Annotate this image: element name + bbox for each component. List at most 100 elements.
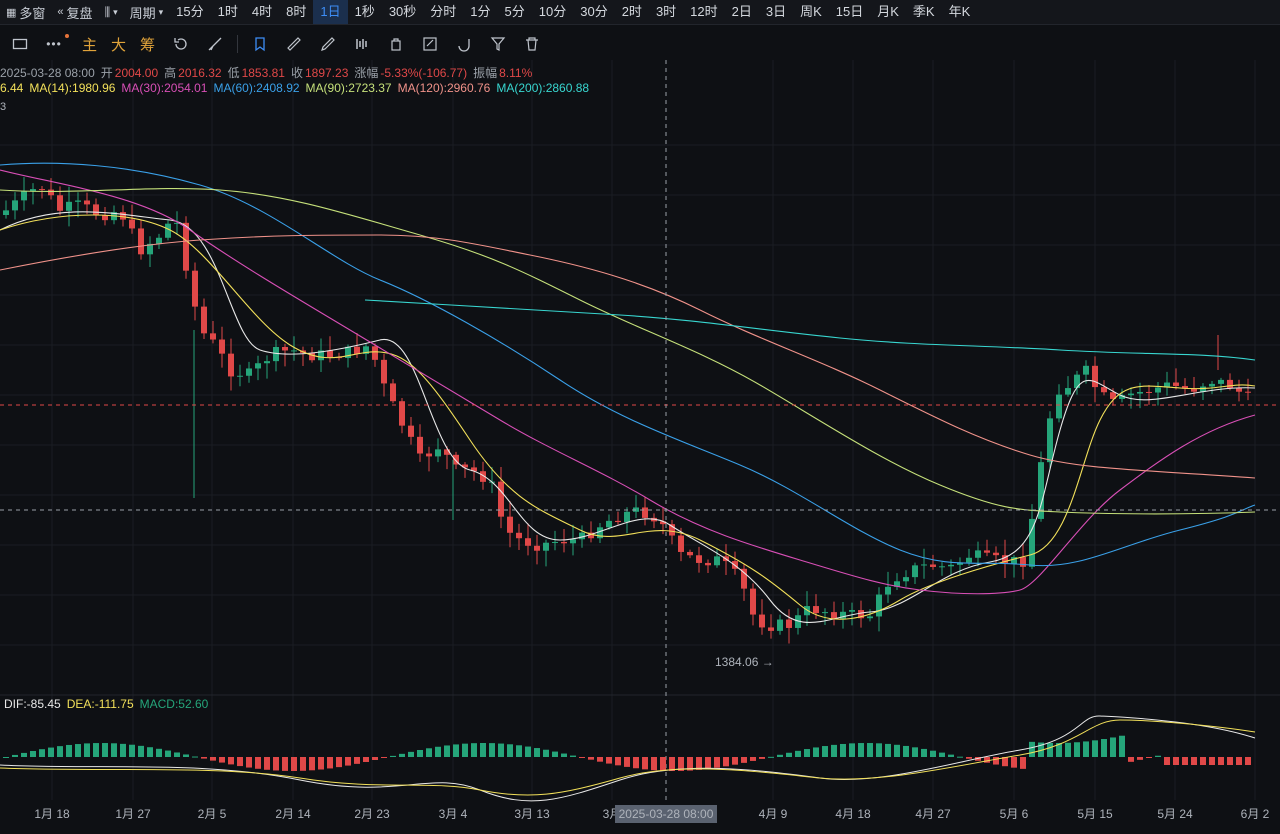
interval-10[interactable]: 10分 bbox=[538, 4, 567, 19]
pin-icon[interactable] bbox=[248, 32, 272, 56]
macd-bar bbox=[174, 752, 180, 757]
candle-body bbox=[966, 557, 972, 563]
candle-body bbox=[381, 359, 387, 384]
candle-body bbox=[516, 532, 522, 539]
candle-body bbox=[993, 552, 999, 556]
candle-body bbox=[453, 454, 459, 465]
interval-6[interactable]: 30秒 bbox=[388, 4, 417, 19]
indicator-button-1[interactable]: 大 bbox=[111, 36, 127, 54]
interval-9[interactable]: 5分 bbox=[504, 4, 525, 19]
low-price-marker: 1384.06 → bbox=[715, 655, 774, 669]
interval-12[interactable]: 2时 bbox=[621, 4, 642, 19]
macd-bar bbox=[1110, 737, 1116, 757]
candle-body bbox=[480, 471, 486, 482]
candle-body bbox=[21, 191, 27, 201]
interval-7[interactable]: 分时 bbox=[430, 4, 457, 19]
indicator-button-0[interactable]: 主 bbox=[82, 36, 98, 54]
open-label: 开 bbox=[100, 66, 113, 80]
interval-8[interactable]: 1分 bbox=[470, 4, 491, 19]
interval-16[interactable]: 3日 bbox=[765, 4, 787, 19]
candle-body bbox=[957, 562, 963, 565]
interval-0[interactable]: 15分 bbox=[176, 4, 204, 19]
lock-icon[interactable] bbox=[384, 32, 408, 56]
interval-17[interactable]: 周K bbox=[800, 4, 822, 19]
close-value: 1897.23 bbox=[304, 66, 349, 80]
interval-19[interactable]: 月K bbox=[877, 4, 899, 19]
macd-dif: DIF:-85.45 bbox=[4, 697, 61, 711]
drawing-toolbar: ••• 主大筹 bbox=[0, 30, 1280, 58]
interval-5[interactable]: 1秒 bbox=[354, 4, 375, 19]
candle-body bbox=[678, 535, 684, 552]
macd-bar bbox=[489, 743, 495, 757]
macd-bar bbox=[264, 757, 270, 770]
macd-bar bbox=[813, 747, 819, 757]
filter-icon[interactable] bbox=[486, 32, 510, 56]
clear-icon[interactable] bbox=[203, 32, 227, 56]
macd-bar bbox=[552, 751, 558, 757]
macd-bar bbox=[453, 744, 459, 757]
candle-body bbox=[948, 564, 954, 567]
candle-body bbox=[1002, 555, 1008, 564]
macd-bar bbox=[381, 757, 387, 758]
macd-bar bbox=[786, 752, 792, 757]
brush-icon[interactable] bbox=[316, 32, 340, 56]
multi-window-button[interactable]: ▦ 多窗 bbox=[6, 5, 46, 21]
magnet-icon[interactable] bbox=[452, 32, 476, 56]
interval-18[interactable]: 15日 bbox=[835, 4, 864, 19]
macd-bar bbox=[435, 746, 441, 757]
macd-bar bbox=[327, 757, 333, 769]
interval-2[interactable]: 4时 bbox=[251, 4, 273, 19]
undo-icon[interactable] bbox=[169, 32, 193, 56]
candle-body bbox=[165, 223, 171, 238]
x-axis-tick: 3月 4 bbox=[439, 807, 468, 821]
macd-bar bbox=[201, 757, 207, 759]
toolbar-divider bbox=[237, 35, 239, 53]
replay-button[interactable]: « 复盘 bbox=[57, 5, 93, 21]
candle-body bbox=[525, 538, 531, 546]
macd-bar bbox=[705, 757, 711, 769]
template-icon[interactable] bbox=[418, 32, 442, 56]
candle-body bbox=[345, 346, 351, 359]
candle-body bbox=[885, 586, 891, 595]
period-dropdown[interactable]: 周期 ▾ bbox=[129, 5, 164, 21]
macd-bar bbox=[525, 746, 531, 757]
macd-bar bbox=[57, 746, 63, 757]
interval-13[interactable]: 3时 bbox=[655, 4, 677, 19]
candle-body bbox=[336, 357, 342, 359]
interval-15[interactable]: 2日 bbox=[731, 4, 752, 19]
macd-bar bbox=[1119, 735, 1125, 757]
ruler-icon[interactable] bbox=[282, 32, 306, 56]
compare-icon[interactable] bbox=[350, 32, 374, 56]
macd-bar bbox=[1083, 741, 1089, 757]
macd-bar bbox=[849, 743, 855, 757]
macd-bar bbox=[678, 757, 684, 771]
trash-icon[interactable] bbox=[520, 32, 544, 56]
interval-3[interactable]: 8时 bbox=[286, 4, 307, 19]
candle-body bbox=[363, 346, 369, 354]
rectangle-icon[interactable] bbox=[8, 32, 32, 56]
low-value: 1853.81 bbox=[241, 66, 285, 80]
macd-bar bbox=[1056, 742, 1062, 757]
interval-14[interactable]: 12时 bbox=[690, 4, 718, 19]
candle-body bbox=[606, 520, 612, 528]
interval-21[interactable]: 年K bbox=[948, 4, 971, 19]
x-axis-tick: 5月 15 bbox=[1077, 807, 1113, 821]
candle-body bbox=[93, 204, 99, 216]
candle-body bbox=[12, 200, 18, 211]
interval-4[interactable]: 1日 bbox=[313, 0, 348, 24]
macd-bar bbox=[300, 757, 306, 771]
macd-readout: DIF:-85.45 DEA:-111.75 MACD:52.60 bbox=[4, 697, 214, 711]
more-icon[interactable]: ••• bbox=[42, 32, 69, 56]
macd-bar bbox=[444, 745, 450, 757]
chart-type-button[interactable]: ⫼ ▾ bbox=[99, 0, 124, 24]
interval-11[interactable]: 30分 bbox=[580, 4, 608, 19]
macd-bar bbox=[768, 756, 774, 758]
interval-1[interactable]: 1时 bbox=[217, 4, 238, 19]
candle-body bbox=[30, 189, 36, 192]
macd-bar bbox=[246, 757, 252, 768]
candle-body bbox=[624, 511, 630, 523]
indicator-button-2[interactable]: 筹 bbox=[140, 36, 156, 54]
interval-20[interactable]: 季K bbox=[912, 4, 935, 19]
ma-readout: 6.44 MA(14):1980.96 MA(30):2054.01 MA(60):2… bbox=[0, 81, 601, 95]
